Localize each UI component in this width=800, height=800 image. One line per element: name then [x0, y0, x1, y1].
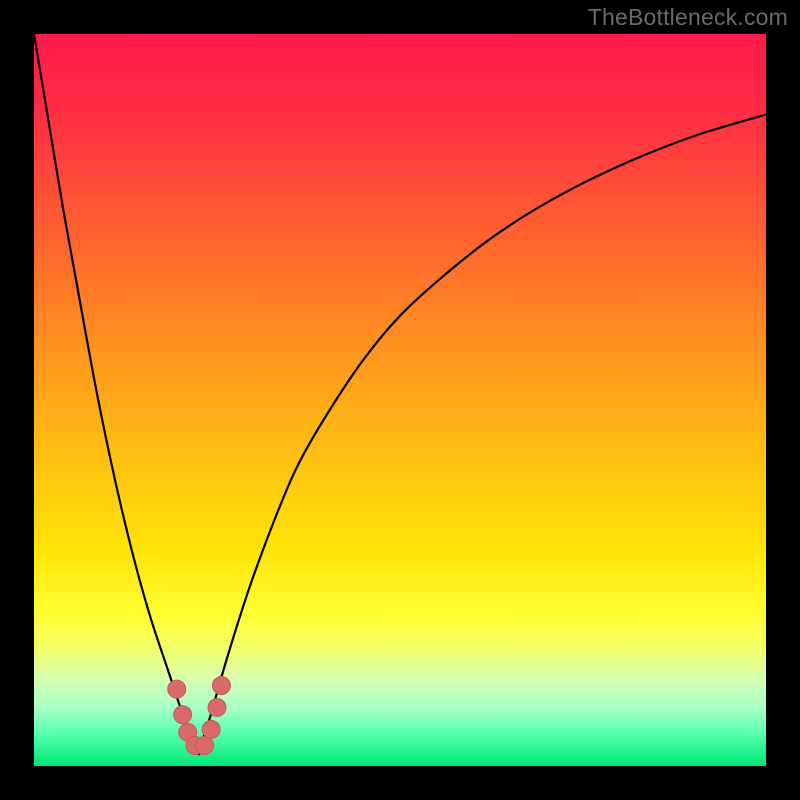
- chart-container: TheBottleneck.com: [0, 0, 800, 800]
- data-marker: [212, 676, 230, 694]
- data-marker: [174, 706, 192, 724]
- data-marker: [168, 680, 186, 698]
- gradient-background: [34, 34, 766, 766]
- watermark-text: TheBottleneck.com: [588, 4, 788, 31]
- data-marker: [208, 698, 226, 716]
- data-marker: [196, 737, 214, 755]
- data-marker: [202, 720, 220, 738]
- bottleneck-chart: [0, 0, 800, 800]
